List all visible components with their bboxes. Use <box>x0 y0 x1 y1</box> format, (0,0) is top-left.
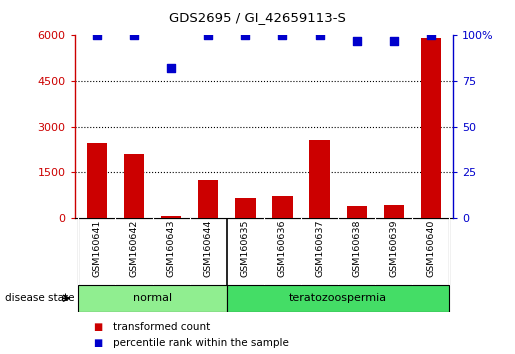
Point <box>390 38 398 44</box>
Bar <box>347 206 367 218</box>
Text: percentile rank within the sample: percentile rank within the sample <box>113 338 289 348</box>
Bar <box>124 154 144 218</box>
Point <box>353 38 361 44</box>
Point <box>316 33 324 38</box>
Text: ■: ■ <box>93 322 102 332</box>
Text: GSM160637: GSM160637 <box>315 220 324 277</box>
Bar <box>310 140 330 218</box>
Text: GSM160639: GSM160639 <box>389 220 398 277</box>
Bar <box>161 216 181 218</box>
Text: GDS2695 / GI_42659113-S: GDS2695 / GI_42659113-S <box>169 11 346 24</box>
Point <box>241 33 249 38</box>
Bar <box>421 39 441 218</box>
Point <box>427 33 435 38</box>
Text: disease state: disease state <box>5 293 75 303</box>
Point <box>167 65 175 71</box>
Point <box>279 33 287 38</box>
Text: GSM160640: GSM160640 <box>426 220 436 277</box>
Text: transformed count: transformed count <box>113 322 211 332</box>
Point <box>130 33 138 38</box>
Text: GSM160638: GSM160638 <box>352 220 361 277</box>
Bar <box>87 143 107 218</box>
Text: GSM160644: GSM160644 <box>204 220 213 277</box>
Text: GSM160641: GSM160641 <box>92 220 101 277</box>
Text: teratozoospermia: teratozoospermia <box>289 293 387 303</box>
FancyBboxPatch shape <box>78 285 227 312</box>
Bar <box>272 196 293 218</box>
Text: GSM160643: GSM160643 <box>167 220 176 277</box>
FancyBboxPatch shape <box>227 285 450 312</box>
Text: ■: ■ <box>93 338 102 348</box>
Text: GSM160636: GSM160636 <box>278 220 287 277</box>
Bar <box>235 198 255 218</box>
Point <box>204 33 212 38</box>
Bar <box>198 180 218 218</box>
Point <box>93 33 101 38</box>
Text: GSM160642: GSM160642 <box>130 220 139 277</box>
Text: normal: normal <box>133 293 172 303</box>
Bar <box>384 205 404 218</box>
Text: GSM160635: GSM160635 <box>241 220 250 277</box>
